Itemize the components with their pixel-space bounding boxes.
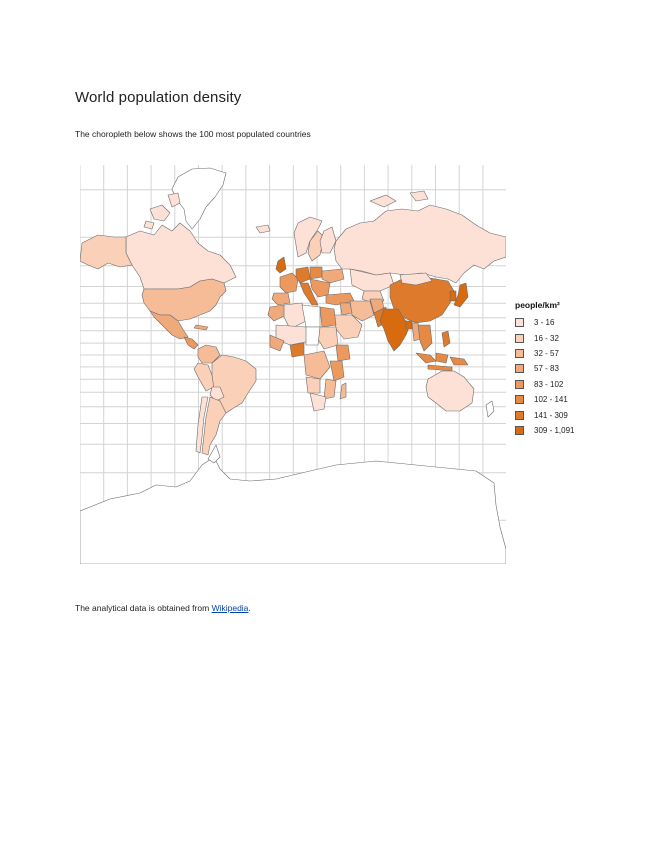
legend-item: 32 - 57 xyxy=(515,346,605,361)
legend-swatch xyxy=(515,333,524,343)
country-east-africa[interactable] xyxy=(329,360,345,382)
country-thailand-vietnam[interactable] xyxy=(417,324,433,352)
country-spain[interactable] xyxy=(271,292,291,306)
country-philippines[interactable] xyxy=(441,330,451,348)
country-russia[interactable] xyxy=(333,204,506,284)
country-sweden[interactable] xyxy=(307,230,325,262)
country-southern-africa[interactable] xyxy=(309,392,327,412)
country-norway[interactable] xyxy=(293,216,323,258)
map-svg xyxy=(80,165,506,564)
country-mozambique[interactable] xyxy=(323,378,337,400)
legend-label: 16 - 32 xyxy=(534,333,559,343)
legend-item: 3 - 16 xyxy=(515,315,605,330)
country-chile[interactable] xyxy=(195,396,209,454)
country-finland[interactable] xyxy=(319,226,337,254)
country-russia-island[interactable] xyxy=(369,190,429,208)
country-chad[interactable] xyxy=(305,326,321,346)
country-ukraine[interactable] xyxy=(321,268,345,284)
country-peru[interactable] xyxy=(193,362,215,392)
legend-title: people/km² xyxy=(515,300,560,310)
country-india[interactable] xyxy=(379,308,411,352)
wikipedia-link[interactable]: Wikipedia xyxy=(211,603,249,613)
country-angola[interactable] xyxy=(305,376,321,394)
country-australia[interactable] xyxy=(425,370,475,412)
country-canada[interactable] xyxy=(125,222,237,290)
country-japan[interactable] xyxy=(453,282,469,308)
country-uk[interactable] xyxy=(275,256,287,274)
source-suffix: . xyxy=(248,603,251,613)
country-usa-alaska[interactable] xyxy=(80,234,133,270)
country-argentina[interactable] xyxy=(201,396,227,456)
country-france[interactable] xyxy=(279,272,299,294)
legend-label: 83 - 102 xyxy=(534,379,564,389)
legend-label: 32 - 57 xyxy=(534,348,559,358)
country-germany[interactable] xyxy=(295,266,311,284)
source-note: The analytical data is obtained from Wik… xyxy=(75,603,251,613)
country-congo[interactable] xyxy=(303,350,331,380)
country-cuba[interactable] xyxy=(193,324,209,331)
source-text: The analytical data is obtained from xyxy=(75,603,212,613)
legend-item: 102 - 141 xyxy=(515,392,605,407)
country-algeria[interactable] xyxy=(283,302,307,330)
country-madagascar[interactable] xyxy=(339,382,347,400)
legend-swatch xyxy=(515,348,524,358)
country-mali-niger[interactable] xyxy=(275,324,311,346)
country-morocco[interactable] xyxy=(267,304,287,322)
legend-swatch xyxy=(515,379,524,389)
country-poland[interactable] xyxy=(309,266,323,280)
country-antarctica[interactable] xyxy=(80,456,506,564)
country-egypt[interactable] xyxy=(319,306,337,328)
legend-label: 102 - 141 xyxy=(534,395,568,405)
legend-items: 3 - 16 16 - 32 32 - 57 57 - 83 83 - 102 102 -… xyxy=(515,315,605,438)
choropleth-map[interactable] xyxy=(80,165,506,564)
legend-swatch xyxy=(515,425,524,435)
legend-swatch xyxy=(515,364,524,374)
country-colombia[interactable] xyxy=(197,344,221,364)
country-indonesia[interactable] xyxy=(415,352,469,372)
legend-item: 309 - 1,091 xyxy=(515,423,605,438)
country-korea[interactable] xyxy=(449,290,457,302)
map-legend: people/km² 3 - 16 16 - 32 32 - 57 57 - 83 83… xyxy=(515,300,605,438)
country-new-zealand[interactable] xyxy=(485,400,495,418)
country-ethiopia[interactable] xyxy=(335,344,351,362)
page-title: World population density xyxy=(75,89,242,106)
intro-text: The choropleth below shows the 100 most … xyxy=(75,129,311,139)
country-antarctic-peninsula[interactable] xyxy=(207,444,221,464)
legend-label: 57 - 83 xyxy=(534,364,559,374)
country-iceland[interactable] xyxy=(255,224,271,234)
legend-swatch xyxy=(515,410,524,420)
country-bangladesh[interactable] xyxy=(405,320,413,330)
country-bolivia[interactable] xyxy=(209,386,225,402)
country-nigeria[interactable] xyxy=(289,342,305,358)
legend-label: 141 - 309 xyxy=(534,410,568,420)
country-central-america[interactable] xyxy=(183,336,199,350)
country-italy[interactable] xyxy=(299,282,319,306)
legend-swatch xyxy=(515,318,524,328)
country-mongolia[interactable] xyxy=(399,272,433,286)
legend-label: 309 - 1,091 xyxy=(534,425,575,435)
country-mexico[interactable] xyxy=(149,310,189,340)
countries-layer xyxy=(80,167,506,564)
country-iraq[interactable] xyxy=(339,302,353,316)
legend-item: 16 - 32 xyxy=(515,330,605,345)
legend-item: 83 - 102 xyxy=(515,377,605,392)
country-balkans[interactable] xyxy=(309,278,331,298)
country-west-africa[interactable] xyxy=(269,334,285,352)
legend-label: 3 - 16 xyxy=(534,318,555,328)
country-kazakhstan[interactable] xyxy=(349,268,395,292)
legend-item: 57 - 83 xyxy=(515,361,605,376)
country-canada-islands[interactable] xyxy=(143,192,181,230)
legend-item: 141 - 309 xyxy=(515,407,605,422)
legend-swatch xyxy=(515,395,524,405)
